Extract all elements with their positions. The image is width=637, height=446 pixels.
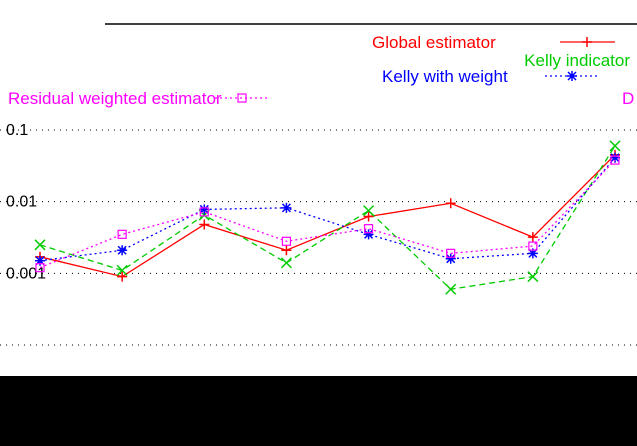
data-point-residual-weighted-estimator [610, 155, 620, 165]
data-point-global-estimator [527, 232, 538, 243]
data-point-kelly-with-weight [445, 253, 456, 264]
series-layer [34, 140, 621, 295]
legend-label: Kelly indicator [524, 51, 630, 70]
data-point-kelly-with-weight [363, 229, 374, 240]
legend-label: Residual weighted estimator [8, 89, 222, 108]
legend-marker [582, 37, 592, 47]
series-line-residual-weighted-estimator [39, 159, 616, 269]
data-point-residual-weighted-estimator [446, 248, 456, 258]
legend-label: Kelly with weight [382, 67, 508, 86]
data-point-global-estimator [199, 219, 210, 230]
data-point-kelly-with-weight [281, 202, 292, 213]
series-line-global-estimator [39, 154, 616, 278]
data-point-residual-weighted-estimator [117, 229, 127, 239]
data-point-global-estimator [445, 198, 456, 209]
data-point-kelly-with-weight [199, 204, 210, 215]
series-residual-weighted-estimator [35, 155, 620, 273]
y-tick-label: 0.1 [6, 122, 28, 139]
series-line-kelly-indicator [39, 145, 616, 290]
series-kelly-with-weight [35, 152, 620, 266]
data-point-global-estimator [363, 211, 374, 222]
legend-marker [237, 93, 247, 103]
data-point-global-estimator [117, 271, 128, 282]
data-point-kelly-indicator [116, 264, 128, 276]
data-point-kelly-with-weight [117, 245, 128, 256]
data-point-kelly-indicator [609, 140, 621, 152]
bottom-band [0, 376, 637, 446]
legend-label: D [622, 89, 634, 108]
data-point-kelly-indicator [527, 271, 539, 283]
data-point-residual-weighted-estimator [199, 207, 209, 217]
data-point-residual-weighted-estimator [281, 236, 292, 246]
data-point-kelly-with-weight [35, 255, 45, 266]
legend-marker [567, 71, 577, 81]
data-point-kelly-indicator [280, 257, 292, 269]
data-point-kelly-indicator [363, 205, 375, 217]
data-point-residual-weighted-estimator [363, 224, 374, 234]
y-tick-label: 0.01 [6, 194, 37, 211]
series-global-estimator [35, 149, 620, 282]
legend: Global estimator Kelly indicator Kelly wit… [8, 23, 637, 108]
data-point-global-estimator [281, 245, 292, 256]
grid-layer [0, 129, 637, 346]
data-point-kelly-indicator [34, 239, 46, 251]
data-point-kelly-with-weight [527, 248, 538, 259]
data-point-kelly-with-weight [610, 152, 620, 163]
data-point-residual-weighted-estimator [35, 263, 45, 273]
series-kelly-indicator [34, 140, 621, 295]
legend-label: Global estimator [372, 33, 496, 52]
data-point-kelly-indicator [445, 283, 457, 295]
data-point-residual-weighted-estimator [528, 241, 538, 251]
chart-plot-area: 0.001 0.01 0.1 Global estimator Kelly indic… [0, 0, 637, 376]
